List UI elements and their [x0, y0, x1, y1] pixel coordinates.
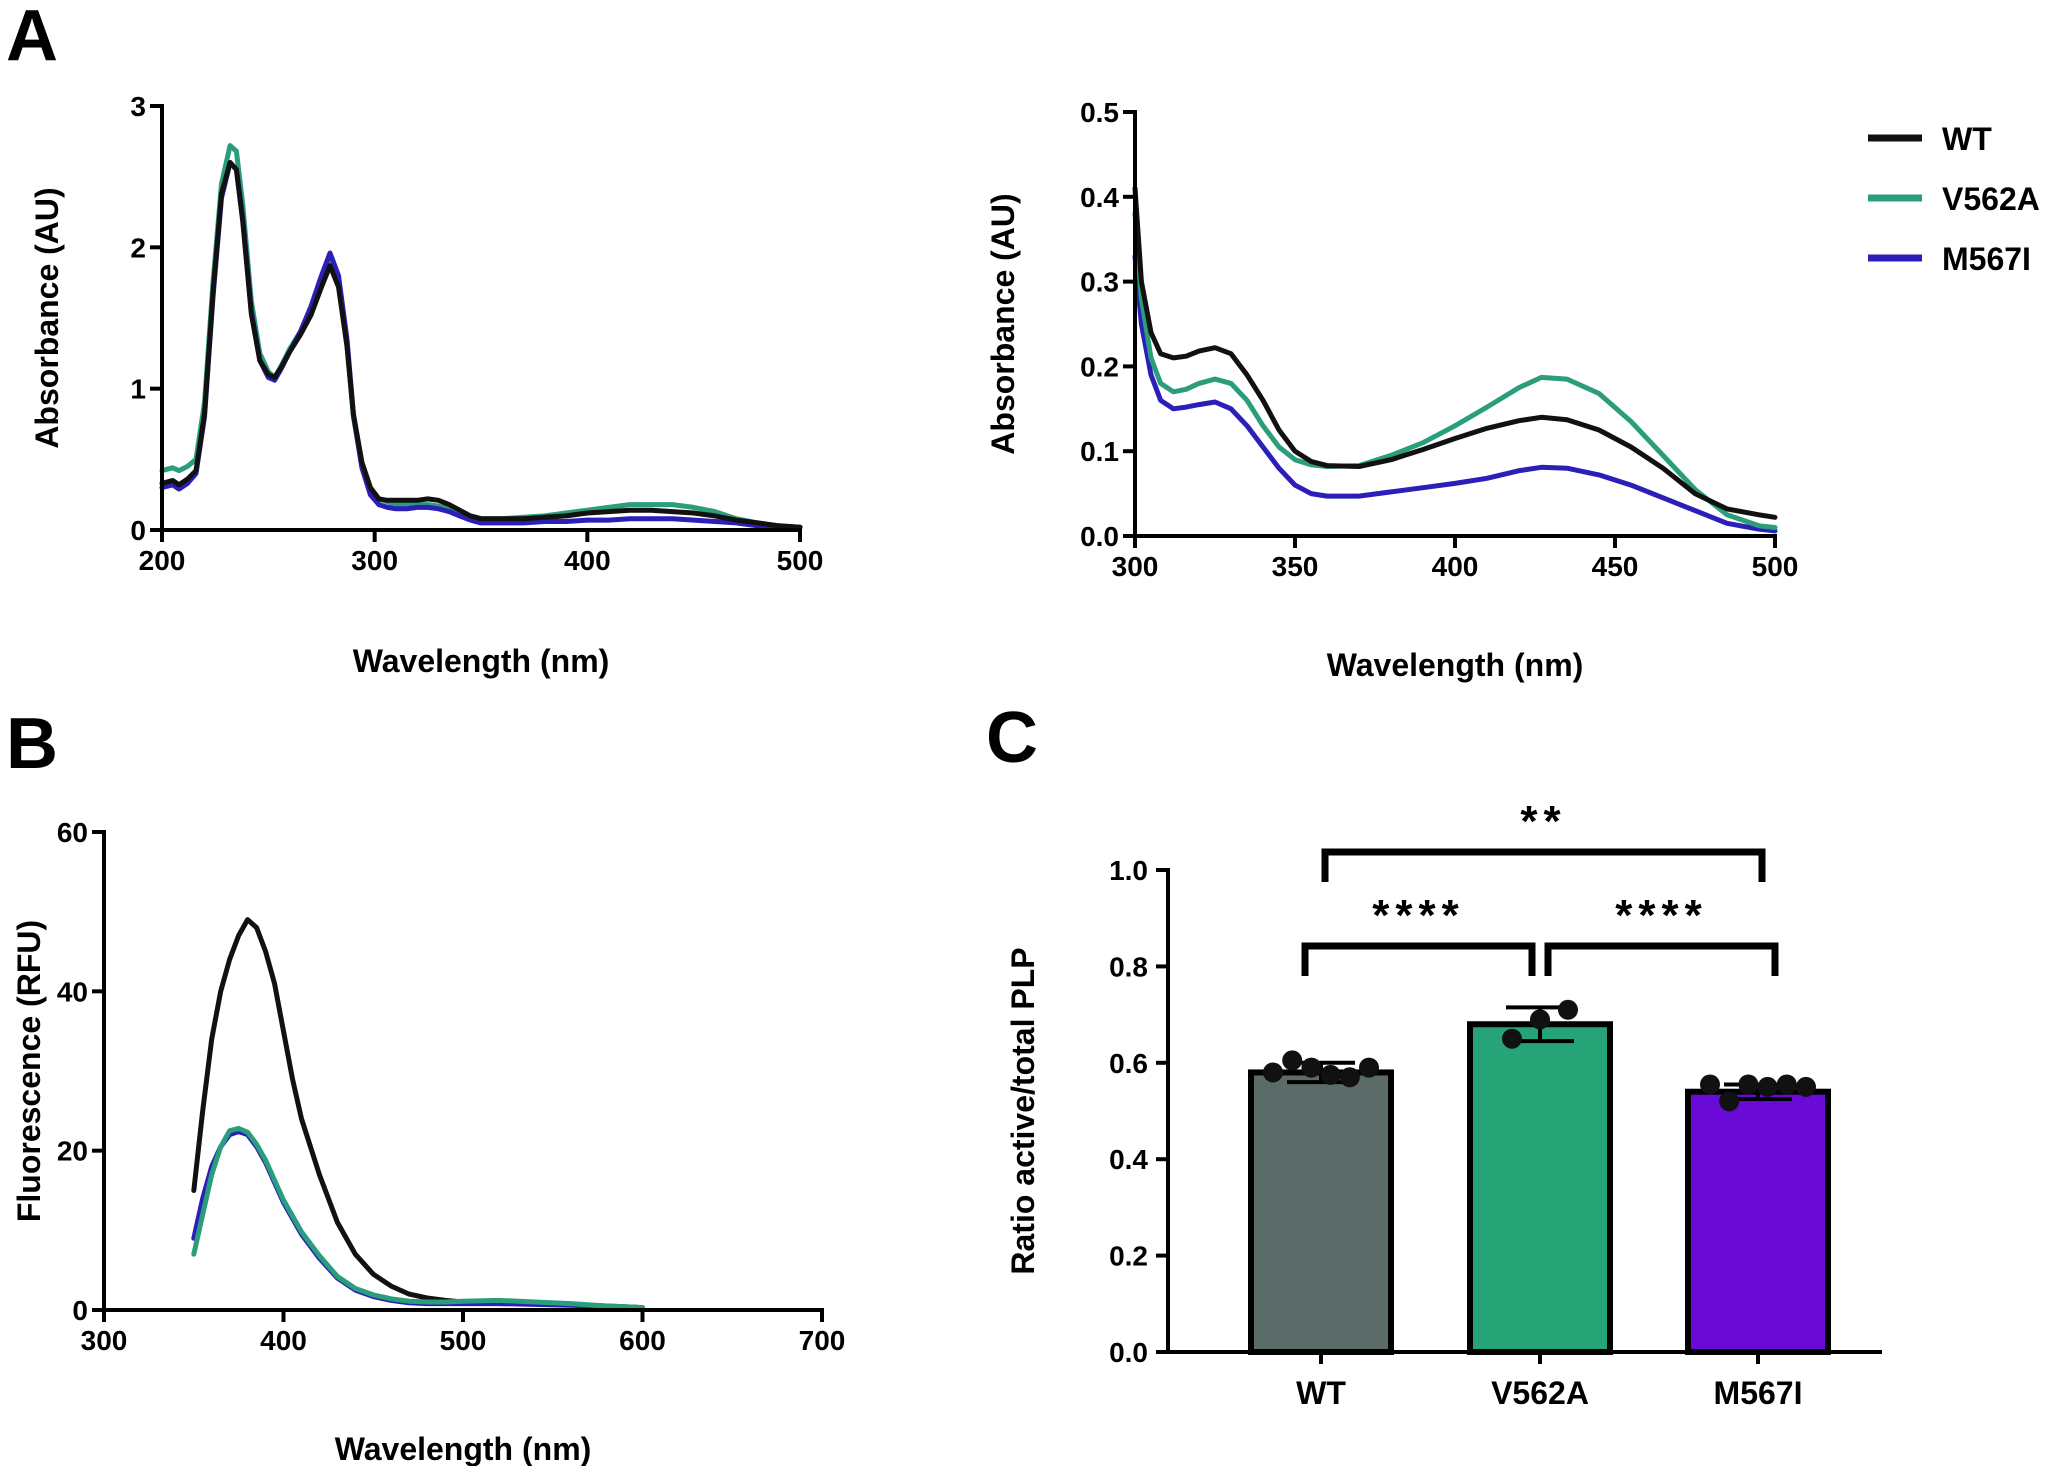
y-tick-label: 1.0 — [1109, 855, 1148, 886]
data-point-v562a — [1558, 999, 1578, 1020]
y-tick-label: 0 — [72, 1295, 88, 1326]
series-line-wt — [191, 917, 645, 1311]
data-point-m567i — [1757, 1076, 1778, 1097]
data-point-wt — [1359, 1057, 1379, 1078]
x-tick-label: 700 — [799, 1325, 846, 1356]
data-point-v562a — [1502, 1028, 1522, 1049]
y-tick-label: 0.4 — [1080, 182, 1119, 213]
series-line-v562a — [191, 1125, 645, 1311]
x-tick-label: 200 — [139, 545, 186, 576]
data-point-m567i — [1719, 1091, 1740, 1112]
y-tick-label: 0.4 — [1109, 1144, 1148, 1175]
chart-fluorescence: 0 20 40 60 300 400 500 600 700 Wavelength (nm) Flu… — [11, 817, 845, 1466]
y-tick-label: 0.2 — [1109, 1241, 1148, 1272]
data-point-m567i — [1796, 1076, 1816, 1097]
series-line-wt — [159, 160, 803, 530]
y-tick-label: 3 — [130, 91, 146, 122]
data-point-v562a — [1530, 1009, 1550, 1030]
x-tick-label: 450 — [1592, 551, 1639, 582]
x-tick-label: 400 — [260, 1325, 307, 1356]
y-axis-title: Ratio active/total PLP — [1005, 947, 1041, 1274]
x-tick-label: 500 — [1752, 551, 1799, 582]
x-tick-label: 300 — [81, 1325, 128, 1356]
series-line-wt — [1132, 185, 1778, 520]
y-tick-label: 0.0 — [1109, 1337, 1148, 1368]
legend-label-v562a: V562A — [1942, 181, 2040, 217]
legend: WT V562A M567I — [1868, 121, 2040, 277]
y-tick-label: 0.5 — [1080, 97, 1119, 128]
legend-label-wt: WT — [1942, 121, 1992, 157]
series-line-m567i — [191, 1129, 645, 1311]
panel-label-a: A — [6, 0, 58, 76]
data-point-m567i — [1738, 1074, 1759, 1095]
x-tick-label: 300 — [1112, 551, 1159, 582]
panel-label-c: C — [986, 698, 1038, 778]
y-tick-label: 0.3 — [1080, 267, 1119, 298]
chart-absorbance-zoom: 0.0 0.1 0.2 0.3 0.4 0.5 300 350 400 450 500 Wavelen… — [985, 97, 1798, 683]
data-point-wt — [1320, 1064, 1341, 1085]
y-tick-label: 0.6 — [1109, 1048, 1148, 1079]
significance-bracket — [1544, 942, 1779, 976]
y-tick-label: 1 — [130, 374, 146, 405]
significance-label: **** — [1372, 891, 1465, 940]
data-point-wt — [1282, 1050, 1303, 1071]
data-point-m567i — [1776, 1074, 1797, 1095]
panel-label-b: B — [6, 704, 58, 784]
x-axis-title: Wavelength (nm) — [353, 643, 610, 679]
bar-v562a — [1467, 1021, 1613, 1355]
x-tick-label: 300 — [351, 545, 398, 576]
y-tick-label: 40 — [57, 976, 88, 1007]
y-axis-title: Absorbance (AU) — [29, 187, 65, 448]
x-tick-label: 500 — [777, 545, 824, 576]
y-tick-label: 20 — [57, 1136, 88, 1167]
data-point-wt — [1263, 1062, 1283, 1083]
category-label-v562a: V562A — [1491, 1375, 1589, 1411]
category-label-wt: WT — [1296, 1375, 1346, 1411]
y-axis-title: Absorbance (AU) — [985, 193, 1021, 454]
x-axis-title: Wavelength (nm) — [1327, 647, 1584, 683]
data-point-wt — [1339, 1067, 1360, 1088]
y-tick-label: 0.0 — [1080, 521, 1119, 552]
data-point-wt — [1301, 1057, 1322, 1078]
y-tick-label: 0.2 — [1080, 351, 1119, 382]
category-label-m567i: M567I — [1714, 1375, 1803, 1411]
data-point-m567i — [1700, 1074, 1720, 1095]
x-tick-label: 400 — [564, 545, 611, 576]
y-tick-label: 2 — [130, 232, 146, 263]
y-tick-label: 0.8 — [1109, 951, 1148, 982]
y-tick-label: 0 — [130, 515, 146, 546]
series-line-m567i — [1132, 253, 1778, 534]
bar-m567i — [1685, 1088, 1831, 1355]
significance-bracket — [1301, 942, 1536, 976]
x-axis-title: Wavelength (nm) — [335, 1431, 592, 1466]
x-tick-label: 600 — [619, 1325, 666, 1356]
significance-label: ** — [1520, 797, 1566, 846]
significance-label: **** — [1615, 891, 1708, 940]
y-tick-label: 60 — [57, 817, 88, 848]
chart-absorbance-full: 0 1 2 3 200 300 400 500 Wavelength (nm) Absorbanc… — [29, 91, 823, 679]
x-tick-label: 500 — [440, 1325, 487, 1356]
bar-wt — [1248, 1069, 1394, 1355]
significance-bracket — [1321, 848, 1766, 882]
x-tick-label: 350 — [1272, 551, 1319, 582]
legend-label-m567i: M567I — [1942, 241, 2031, 277]
chart-plp-ratio: WT V562A M567I 0.0 0.2 0.4 0.6 0.8 1.0 Ratio acti… — [1005, 797, 1882, 1411]
y-axis-title: Fluorescence (RFU) — [11, 920, 47, 1222]
y-tick-label: 0.1 — [1080, 436, 1119, 467]
x-tick-label: 400 — [1432, 551, 1479, 582]
